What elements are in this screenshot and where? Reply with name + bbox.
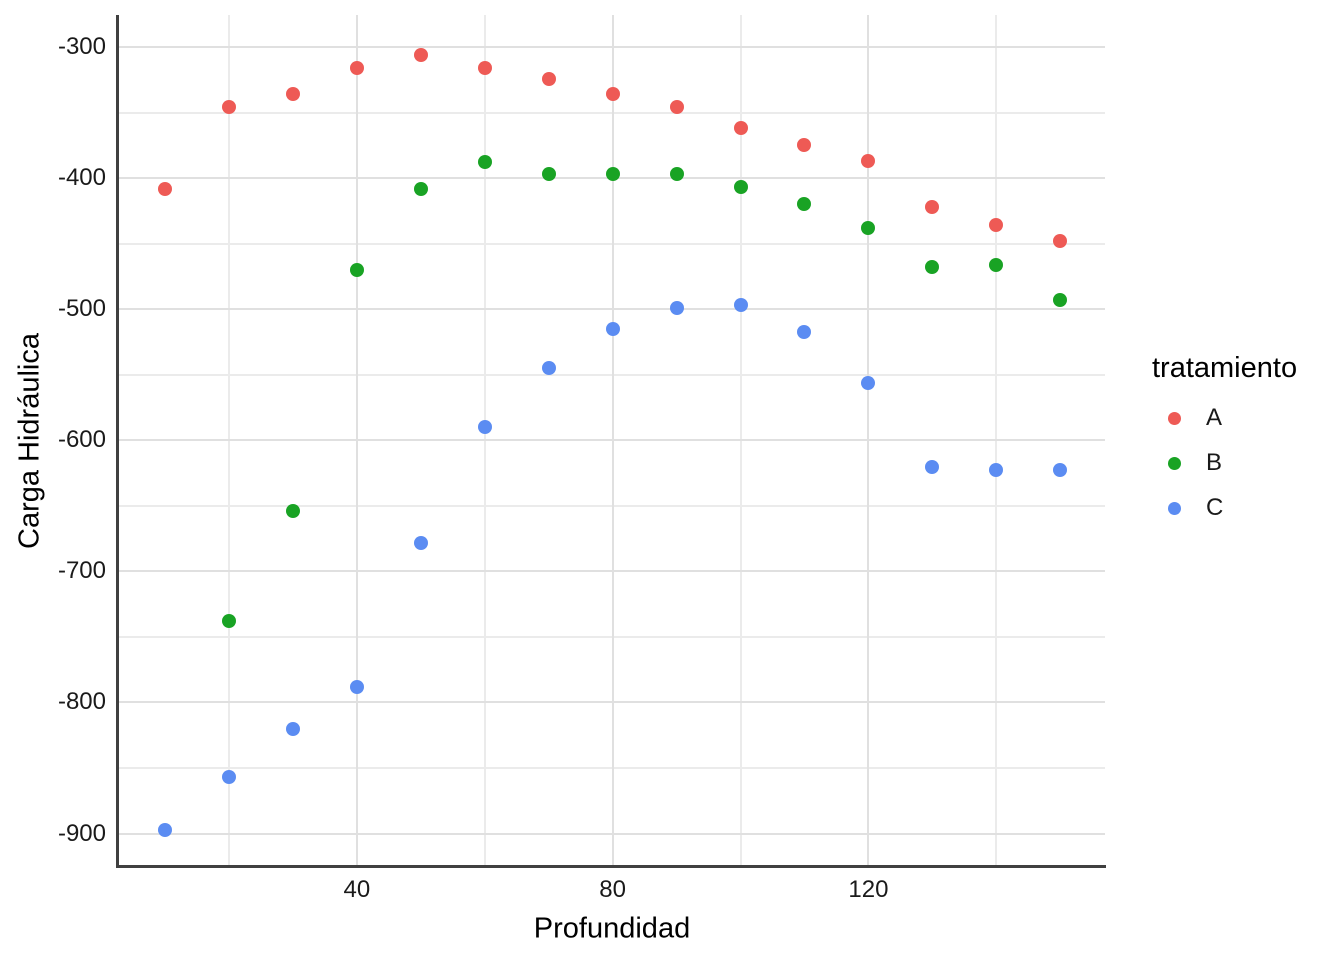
data-point-C: [925, 459, 940, 474]
y-tick-label: -300: [57, 33, 106, 61]
gridline-major-x: [355, 15, 358, 867]
x-axis-title: Profundidad: [533, 912, 691, 945]
data-point-B: [989, 257, 1004, 272]
data-point-A: [925, 200, 940, 215]
gridline-major-x: [867, 15, 870, 867]
data-point-C: [221, 770, 236, 785]
y-tick-label: -800: [57, 688, 106, 716]
data-point-C: [733, 298, 748, 313]
data-point-C: [797, 324, 812, 339]
legend-item-label: C: [1206, 494, 1224, 521]
data-point-C: [1053, 463, 1068, 478]
data-point-B: [413, 181, 428, 196]
data-point-C: [669, 300, 684, 315]
data-point-B: [669, 167, 684, 182]
data-point-A: [861, 154, 876, 169]
data-point-B: [605, 167, 620, 182]
y-tick-label: -500: [57, 295, 106, 323]
legend-item-label: A: [1206, 404, 1223, 431]
data-point-A: [797, 138, 812, 153]
data-point-A: [285, 87, 300, 102]
data-point-A: [221, 100, 236, 115]
data-point-B: [285, 504, 300, 519]
data-point-A: [477, 61, 492, 76]
data-point-B: [925, 260, 940, 275]
data-point-B: [477, 155, 492, 170]
data-point-B: [541, 167, 556, 182]
data-point-A: [733, 121, 748, 136]
data-point-C: [158, 822, 173, 837]
legend-dot-A: [1168, 412, 1181, 425]
data-point-A: [413, 47, 428, 62]
legend-item-B: B: [1130, 447, 1340, 481]
data-point-A: [669, 100, 684, 115]
data-point-C: [285, 721, 300, 736]
data-point-C: [605, 321, 620, 336]
legend-item-C: C: [1130, 492, 1340, 526]
gridline-major-x: [611, 15, 614, 867]
y-axis-line: [116, 15, 119, 868]
x-tick-label: 80: [599, 876, 626, 903]
data-point-C: [989, 463, 1004, 478]
data-point-B: [797, 197, 812, 212]
data-point-A: [349, 61, 364, 76]
data-point-C: [349, 679, 364, 694]
data-point-B: [861, 221, 876, 235]
x-tick-label: 40: [343, 876, 371, 903]
data-point-B: [1053, 293, 1068, 308]
data-point-A: [989, 218, 1004, 233]
legend-dot-C: [1168, 502, 1181, 515]
data-point-C: [413, 535, 428, 550]
plot-panel: [119, 15, 1105, 867]
data-point-B: [221, 614, 236, 629]
data-point-A: [158, 181, 173, 196]
x-tick-label: 120: [848, 876, 889, 903]
legend-item-A: A: [1130, 402, 1340, 436]
x-axis-line: [116, 865, 1106, 868]
y-tick-label: -700: [57, 557, 106, 585]
legend-title: tratamiento: [1152, 352, 1298, 384]
data-point-A: [1053, 234, 1068, 249]
data-point-A: [605, 87, 620, 102]
legend-dot-B: [1168, 457, 1181, 470]
data-point-C: [541, 361, 556, 376]
data-point-A: [541, 71, 556, 86]
y-tick-label: -600: [57, 426, 106, 454]
legend-item-label: B: [1206, 449, 1223, 476]
data-point-C: [861, 375, 876, 390]
data-point-C: [477, 420, 492, 435]
y-tick-label: -400: [57, 164, 106, 192]
data-point-B: [733, 180, 748, 195]
y-tick-label: -900: [57, 819, 106, 847]
data-point-B: [349, 262, 364, 277]
